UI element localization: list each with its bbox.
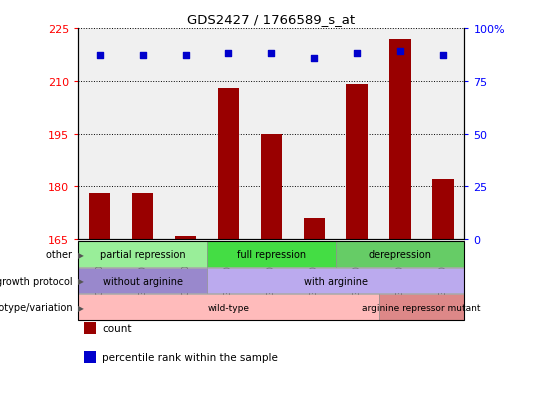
Text: partial repression: partial repression: [100, 249, 185, 259]
Text: wild-type: wild-type: [207, 303, 249, 312]
Point: [138, 53, 147, 59]
Point: [353, 51, 361, 57]
Point: [310, 55, 319, 62]
Text: ▶: ▶: [78, 303, 84, 312]
Bar: [261, 134, 282, 240]
Text: without arginine: without arginine: [103, 276, 183, 286]
Point: [181, 53, 190, 59]
Text: percentile rank within the sample: percentile rank within the sample: [102, 352, 278, 362]
Text: ▶: ▶: [78, 276, 84, 285]
Text: genotype/variation: genotype/variation: [0, 302, 76, 312]
Bar: [347, 85, 368, 240]
Text: growth protocol: growth protocol: [0, 276, 76, 286]
Text: derepression: derepression: [368, 249, 431, 259]
Bar: [89, 194, 111, 240]
Bar: [218, 88, 239, 240]
Bar: [389, 39, 411, 240]
Point: [96, 53, 104, 59]
Text: full repression: full repression: [237, 249, 306, 259]
Point: [396, 49, 404, 55]
Point: [267, 51, 275, 57]
Bar: [175, 236, 196, 240]
Title: GDS2427 / 1766589_s_at: GDS2427 / 1766589_s_at: [187, 13, 355, 26]
Text: ▶: ▶: [78, 250, 84, 259]
Bar: [132, 194, 153, 240]
Text: with arginine: with arginine: [303, 276, 368, 286]
Point: [224, 51, 233, 57]
Text: count: count: [102, 323, 132, 333]
Text: arginine repressor mutant: arginine repressor mutant: [362, 303, 481, 312]
Text: other: other: [46, 249, 76, 259]
Point: [438, 53, 447, 59]
Bar: [432, 180, 454, 240]
Bar: [303, 218, 325, 240]
